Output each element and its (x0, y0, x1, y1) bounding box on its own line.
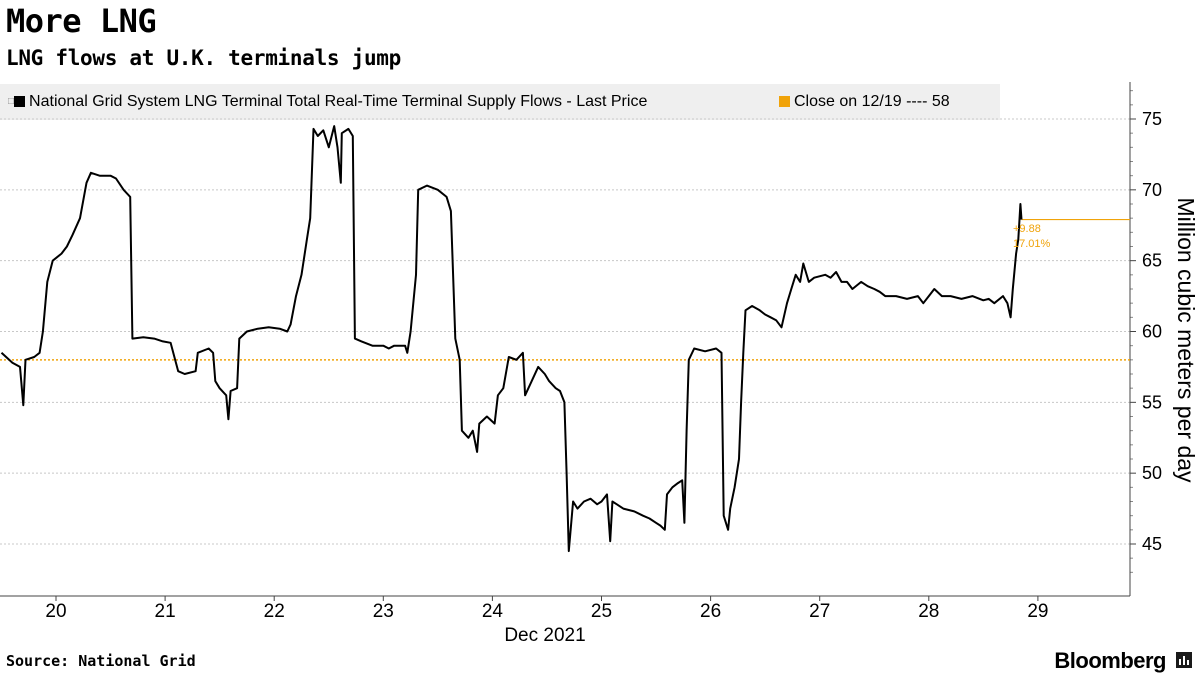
x-tick-label-20: 20 (45, 601, 66, 622)
series-group (0, 125, 1023, 553)
x-tick-label-23: 23 (373, 601, 394, 622)
y-tick-label-45: 45 (1142, 534, 1162, 554)
y-tick-label-75: 75 (1142, 109, 1162, 129)
change-pct-label: 17.01% (1013, 238, 1051, 250)
bloomberg-bars-icon (1176, 652, 1192, 668)
series-line-lng-flows (0, 125, 1023, 553)
x-axis: 20 21 22 23 24 25 26 27 28 29 (0, 595, 1130, 622)
x-tick-label-27: 27 (809, 601, 830, 622)
y-tick-label-50: 50 (1142, 463, 1162, 483)
legend-item-close: Close on 12/19 ---- 58 (779, 93, 950, 111)
change-abs-label: +9.88 (1013, 223, 1041, 235)
x-tick-label-26: 26 (700, 601, 721, 622)
x-tick-label-29: 29 (1027, 601, 1048, 622)
bloomberg-logo: Bloomberg (1054, 648, 1166, 673)
y-tick-label-70: 70 (1142, 180, 1162, 200)
legend-item-series: □ National Grid System LNG Terminal Total… (8, 93, 647, 111)
y-axis-label: Million cubic meters per day (1173, 197, 1199, 483)
legend-swatch-close (779, 96, 790, 107)
y-tick-label-65: 65 (1142, 251, 1162, 271)
x-tick-label-22: 22 (264, 601, 285, 622)
x-tick-label-24: 24 (482, 601, 504, 622)
legend: □ National Grid System LNG Terminal Total… (0, 84, 1000, 120)
x-tick-label-28: 28 (918, 601, 939, 622)
x-tick-label-25: 25 (591, 601, 612, 622)
source-note: Source: National Grid (6, 652, 196, 670)
legend-label-series: National Grid System LNG Terminal Total … (29, 93, 648, 110)
legend-label-close: Close on 12/19 ---- 58 (794, 93, 950, 110)
chart-title: More LNG (6, 2, 157, 40)
annotation-group: +9.88 17.01% (1013, 223, 1051, 250)
y-tick-label-55: 55 (1142, 392, 1162, 412)
x-tick-label-21: 21 (155, 601, 176, 622)
legend-handle-icon: □ (8, 96, 15, 107)
y-tick-label-60: 60 (1142, 322, 1162, 342)
y-axis: 45 50 55 60 65 70 75 (1129, 82, 1162, 596)
legend-swatch-series (14, 96, 26, 107)
grid-lines (0, 118, 1130, 545)
x-axis-label: Dec 2021 (504, 625, 585, 646)
reference-line-group (0, 218, 1130, 361)
chart-subtitle: LNG flows at U.K. terminals jump (6, 46, 401, 70)
